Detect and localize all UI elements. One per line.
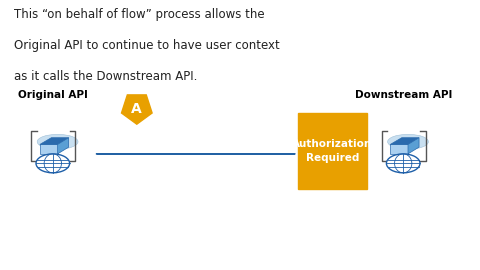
Circle shape <box>36 154 70 173</box>
Circle shape <box>386 154 420 173</box>
Text: This “on behalf of flow” process allows the: This “on behalf of flow” process allows … <box>14 8 265 21</box>
Bar <box>298 113 367 189</box>
Text: as it calls the Downstream API.: as it calls the Downstream API. <box>14 70 198 83</box>
Polygon shape <box>40 138 69 144</box>
Ellipse shape <box>388 134 429 149</box>
Text: Downstream API: Downstream API <box>355 90 452 100</box>
Polygon shape <box>40 144 58 154</box>
Ellipse shape <box>37 134 78 149</box>
Polygon shape <box>121 95 152 124</box>
Text: Authorization
Required: Authorization Required <box>292 139 372 163</box>
Text: A: A <box>132 102 142 116</box>
Polygon shape <box>390 138 419 144</box>
Text: Original API to continue to have user context: Original API to continue to have user co… <box>14 39 280 52</box>
Polygon shape <box>58 138 69 154</box>
Polygon shape <box>408 138 419 154</box>
Text: Original API: Original API <box>18 90 88 100</box>
Polygon shape <box>390 144 408 154</box>
